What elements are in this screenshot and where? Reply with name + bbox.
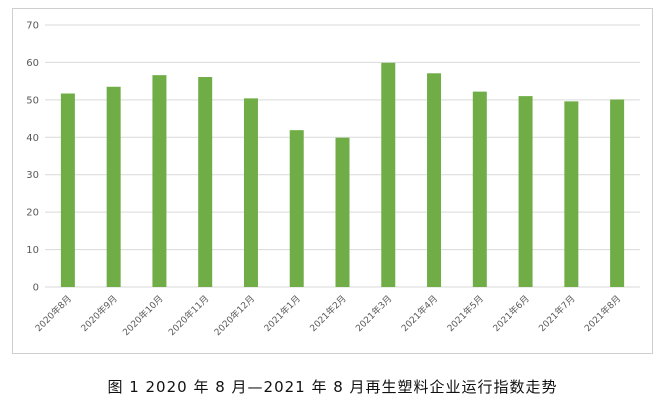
figure-caption: 图 1 2020 年 8 月—2021 年 8 月再生塑料企业运行指数走势 <box>107 378 558 396</box>
y-tick-label: 20 <box>26 208 39 219</box>
bar <box>106 86 121 287</box>
bar <box>564 101 579 288</box>
x-axis-tick-labels: 2020年8月 2020年9月 2020年10月 2020年11月 2020年12月 20… <box>33 293 624 339</box>
bar <box>60 93 75 287</box>
x-tick-label: 2021年8月 <box>582 293 623 334</box>
y-tick-label: 10 <box>26 245 39 256</box>
y-tick-label: 40 <box>26 133 39 144</box>
x-tick-label: 2020年8月 <box>33 293 74 334</box>
bar <box>381 62 396 287</box>
y-tick-label: 30 <box>26 170 39 181</box>
bars <box>60 62 625 288</box>
x-tick-label: 2020年11月 <box>166 293 212 339</box>
y-tick-label: 70 <box>26 21 39 32</box>
x-tick-label: 2021年1月 <box>261 293 302 334</box>
y-tick-label: 50 <box>26 95 39 106</box>
bar <box>198 77 213 287</box>
y-axis-tick-labels: 0 10 20 30 40 50 60 70 <box>26 21 39 294</box>
bar <box>427 73 442 287</box>
y-tick-label: 60 <box>26 58 39 69</box>
bar <box>335 137 350 287</box>
bar <box>610 99 625 288</box>
bar <box>472 91 487 287</box>
x-tick-label: 2020年10月 <box>120 293 166 339</box>
x-tick-label: 2021年7月 <box>536 293 577 334</box>
x-tick-label: 2021年3月 <box>353 293 394 334</box>
bar <box>152 75 167 287</box>
x-tick-label: 2020年12月 <box>212 293 258 339</box>
x-tick-label: 2020年9月 <box>78 293 119 334</box>
x-tick-label: 2021年6月 <box>490 293 531 334</box>
y-tick-label: 0 <box>33 283 39 294</box>
bar <box>518 96 533 287</box>
x-tick-label: 2021年4月 <box>399 293 440 334</box>
bar <box>289 130 304 287</box>
bar <box>243 98 258 287</box>
x-tick-label: 2021年2月 <box>307 293 348 334</box>
gridlines <box>45 24 640 288</box>
x-tick-label: 2021年5月 <box>444 293 485 334</box>
